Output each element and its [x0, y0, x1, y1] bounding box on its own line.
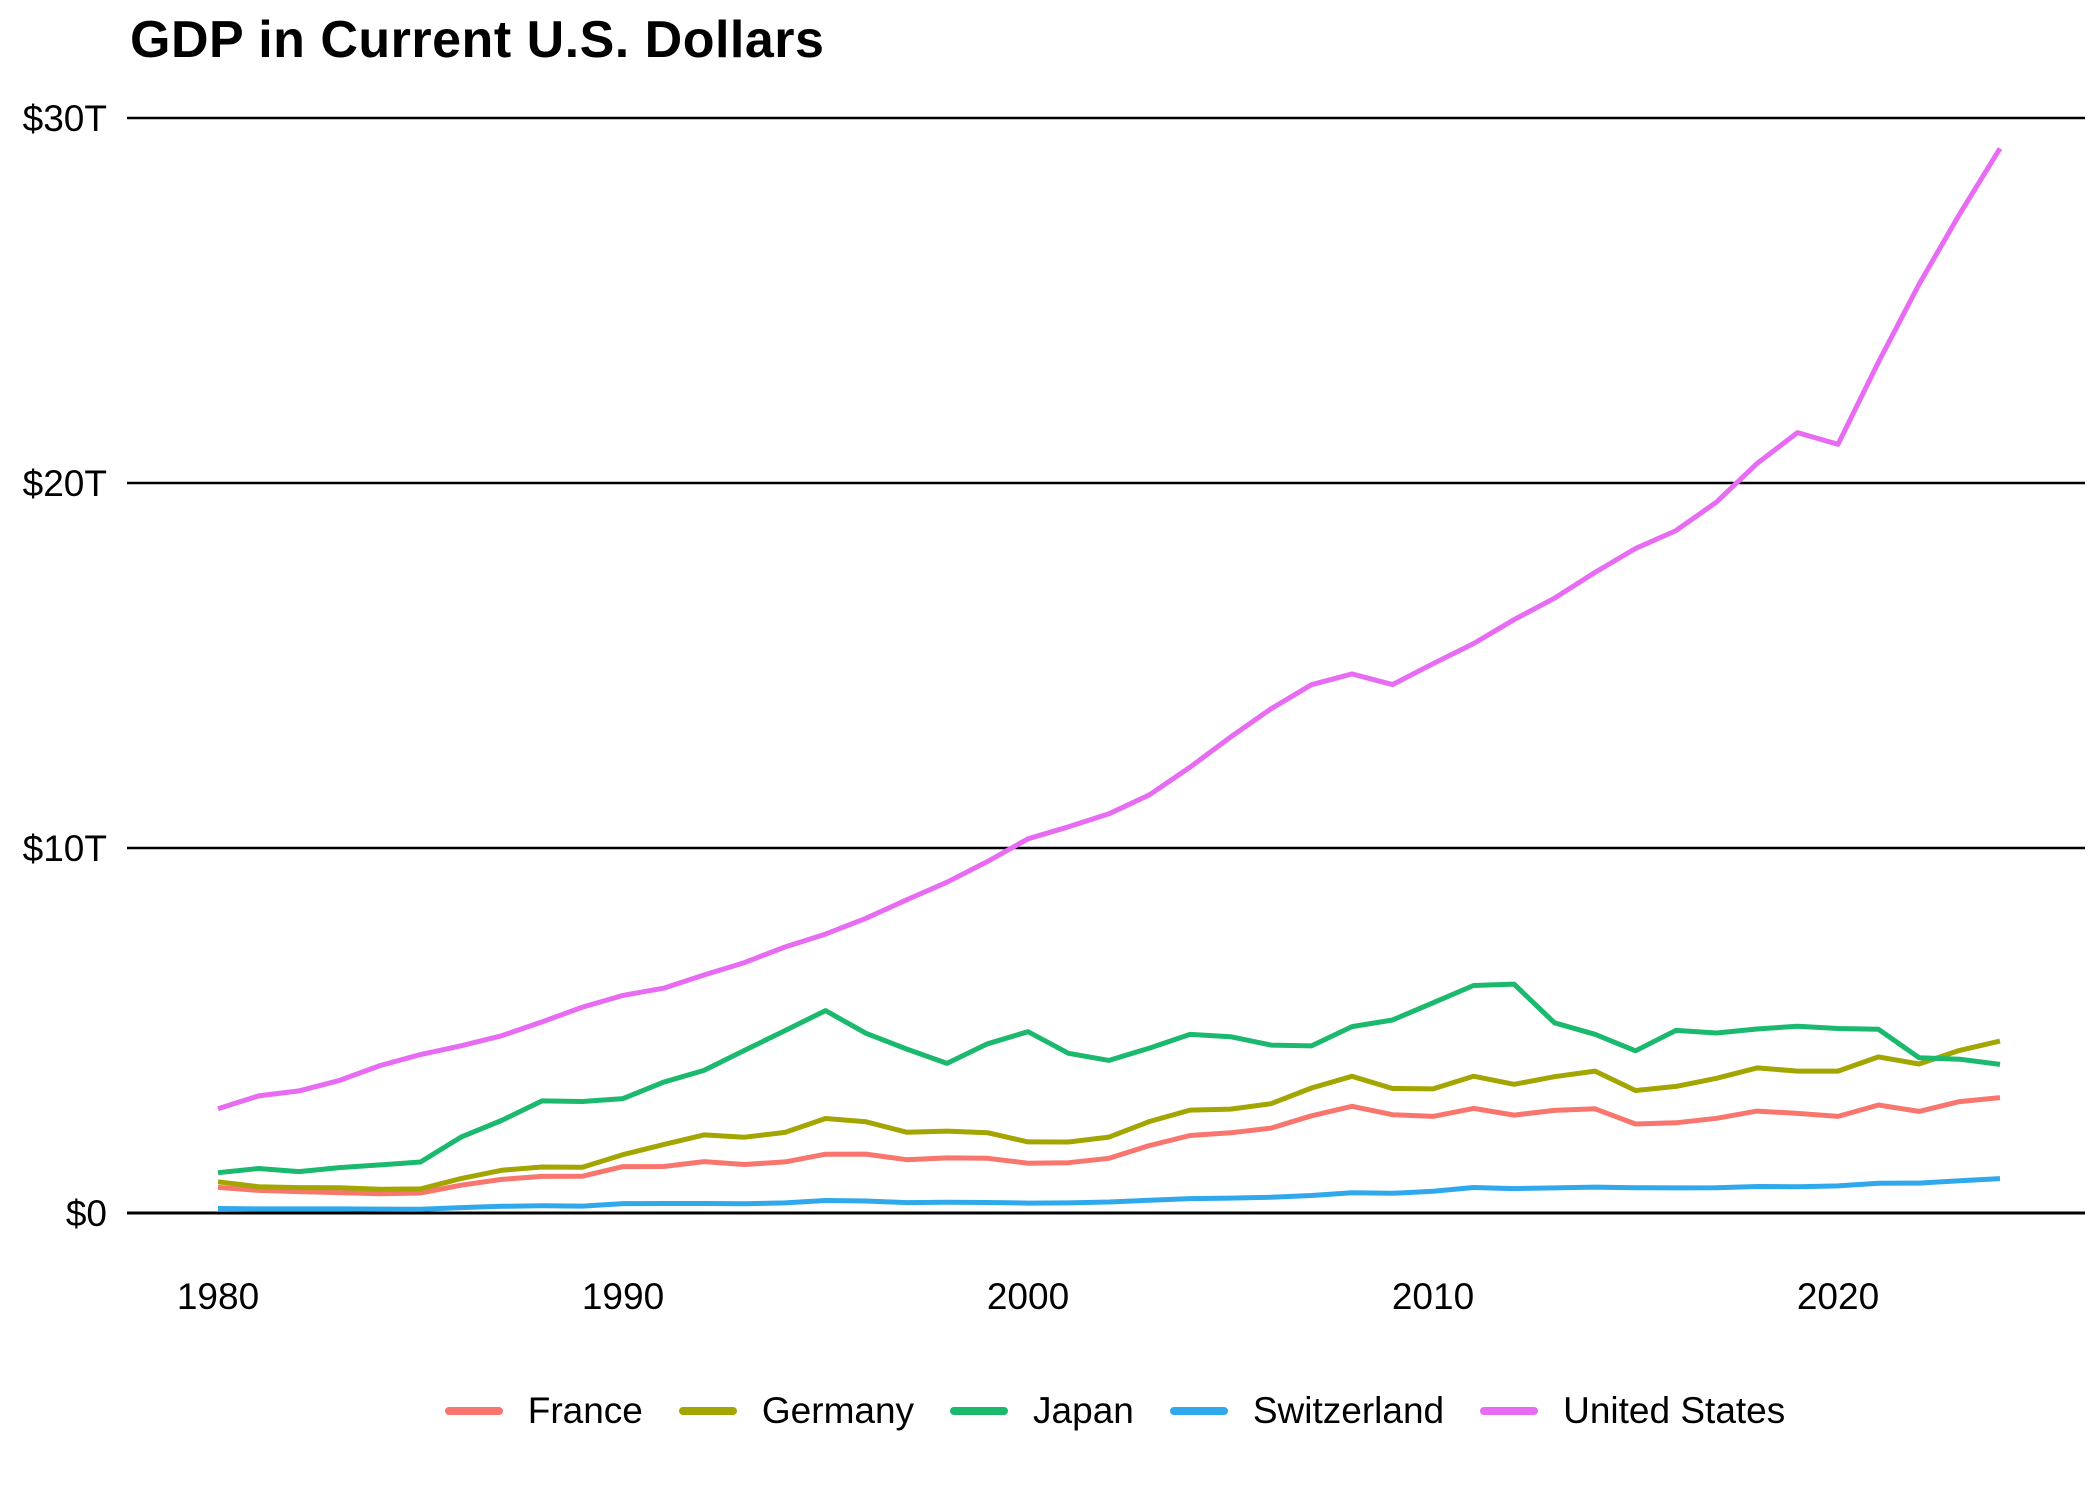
x-tick-label: 2000 [987, 1276, 1069, 1317]
legend-swatch-icon [1169, 1407, 1228, 1415]
legend-item-united-states: United States [1480, 1390, 1785, 1432]
legend-item-france: France [444, 1390, 643, 1432]
y-tick-label: $30T [23, 98, 107, 139]
x-tick-label: 2010 [1392, 1276, 1474, 1317]
x-tick-label: 2020 [1797, 1276, 1879, 1317]
legend-label: Switzerland [1252, 1390, 1445, 1431]
legend-item-germany: Germany [678, 1390, 915, 1432]
legend-swatch-icon [444, 1407, 503, 1415]
series-line-japan [217, 981, 2001, 1176]
x-tick-label: 1990 [582, 1276, 664, 1317]
legend-label: Germany [761, 1390, 915, 1431]
y-tick-label: $10T [23, 828, 107, 869]
series-line-france [217, 1095, 2001, 1197]
legend-label: United States [1563, 1390, 1786, 1431]
legend-swatch-icon [1480, 1407, 1539, 1415]
y-tick-label: $0 [66, 1193, 107, 1234]
legend-item-japan: Japan [950, 1390, 1134, 1432]
legend-label: France [527, 1390, 643, 1431]
series-line-united-states [217, 147, 2003, 1112]
chart-title: GDP in Current U.S. Dollars [130, 11, 825, 69]
legend-swatch-icon [950, 1407, 1009, 1415]
legend-swatch-icon [678, 1407, 737, 1415]
series-line-switzerland [217, 1176, 2001, 1212]
series-line-germany [217, 1038, 2001, 1192]
y-tick-label: $20T [23, 463, 107, 504]
legend-label: Japan [1033, 1390, 1134, 1431]
x-tick-label: 1980 [177, 1276, 259, 1317]
chart-legend: France Germany Japan Switzerland United Stat… [0, 1390, 2100, 1432]
legend-item-switzerland: Switzerland [1169, 1390, 1445, 1432]
